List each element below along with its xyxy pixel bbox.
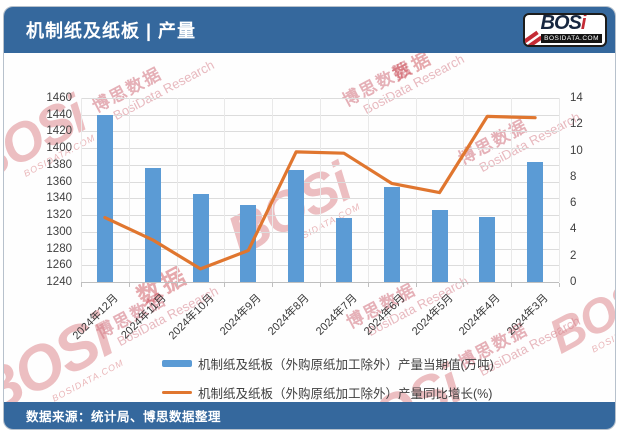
bar-2024年9月 [240, 205, 257, 282]
growth-line-series [103, 114, 537, 271]
y-axis-label-right: 0 [570, 276, 577, 288]
gridline-vertical [224, 98, 226, 282]
x-axis-tick [559, 283, 560, 287]
bar-2024年11月 [144, 168, 161, 282]
gridline-vertical [511, 98, 513, 282]
logo-wordmark: BOSi [540, 13, 587, 34]
bar-series-swatch [162, 360, 192, 367]
x-axis-tick [128, 283, 130, 287]
chart-body: BOSiBOSIDATA.COMBOSiBOSIDATA.COMBOSiBOSI… [4, 53, 615, 402]
bar-2024年8月 [288, 169, 305, 282]
legend-item-production: 机制纸及纸板（外购原纸加工除外）产量当期值(万吨) [162, 354, 494, 373]
y-axis-label-right: 12 [570, 118, 583, 131]
x-axis-label: 2024年7月 [313, 292, 360, 338]
y-axis-label-right: 2 [570, 249, 577, 262]
y-axis-label-right: 8 [570, 170, 577, 183]
legend-label-growth: 机制纸及纸板（外购原纸加工除外）产量同比增长(%) [198, 387, 493, 401]
x-axis-tick [272, 283, 274, 287]
y-axis-label-left: 1280 [46, 242, 72, 255]
gridline-vertical [128, 98, 130, 282]
logo-domain-text: BOSIDATA.COM [541, 34, 602, 43]
bar-2024年4月 [479, 216, 496, 282]
y-axis-label-left: 1460 [46, 92, 72, 104]
growth-line [103, 114, 537, 271]
y-axis-label-left: 1420 [46, 125, 72, 138]
data-source: 数据来源：统计局、博思数据整理 [26, 410, 222, 424]
x-axis-label: 2024年3月 [505, 292, 551, 338]
y-axis-label-left: 1260 [46, 259, 72, 272]
x-axis-label: 2024年10月 [166, 292, 217, 343]
legend-item-growth: 机制纸及纸板（外购原纸加工除外）产量同比增长(%) [162, 383, 494, 402]
line-series-swatch [162, 391, 192, 394]
y-axis-label-right: 6 [570, 197, 577, 210]
report-header: 机制纸及纸板 | 产量 BOSi BOSIDATA.COM [4, 7, 615, 53]
report-card: 机制纸及纸板 | 产量 BOSi BOSIDATA.COM BOSi BOSIDA… [3, 6, 616, 430]
gridline-vertical [463, 98, 465, 282]
x-axis-tick [511, 283, 513, 287]
x-axis-tick [224, 283, 226, 287]
x-axis-label: 2024年6月 [361, 292, 408, 338]
chart-legend: 机制纸及纸板（外购原纸加工除外）产量当期值(万吨) 机制纸及纸板（外购原纸加工除… [162, 354, 494, 402]
x-axis-tick [320, 283, 321, 287]
y-axis-label-right: 14 [570, 92, 583, 104]
x-axis-label: 2024年8月 [266, 292, 312, 338]
x-axis-tick [367, 283, 369, 287]
gridline-vertical [415, 98, 417, 282]
y-axis-label-left: 1240 [46, 276, 72, 288]
y-axis-label-left: 1400 [46, 142, 72, 155]
gridline-horizontal [81, 282, 559, 283]
x-axis-tick [463, 283, 465, 287]
y-axis-label-left: 1300 [46, 225, 72, 238]
page-title: 机制纸及纸板 | 产量 [26, 21, 197, 41]
gridline-vertical [559, 98, 560, 282]
legend-label-production: 机制纸及纸板（外购原纸加工除外）产量当期值(万吨) [198, 358, 494, 372]
x-axis-label: 2024年12月 [70, 292, 121, 343]
bar-2024年3月 [527, 161, 544, 282]
x-axis-tick [81, 283, 82, 287]
x-axis-tick [176, 283, 178, 287]
y-axis-label-left: 1360 [46, 175, 72, 188]
gridline-vertical [320, 98, 321, 282]
y-axis-label-left: 1340 [46, 192, 72, 205]
y-axis-label-left: 1320 [46, 209, 72, 222]
gridline-vertical [367, 98, 369, 282]
x-axis-label: 2024年11月 [118, 292, 169, 342]
x-axis-label: 2024年4月 [457, 292, 503, 338]
gridline-vertical [176, 98, 178, 282]
combo-chart: 1240 1260 1280 1300 1320 1340 1360 1380 1400 1420… [4, 53, 615, 402]
y-axis-label-left: 1440 [46, 108, 72, 121]
report-footer: 数据来源：统计局、博思数据整理 [4, 402, 615, 429]
gridline-vertical [81, 98, 82, 282]
y-axis-label-left: 1380 [46, 158, 72, 171]
y-axis-label-right: 4 [570, 223, 577, 236]
bar-2024年5月 [431, 210, 448, 282]
bosi-logo: BOSi BOSIDATA.COM [523, 13, 607, 47]
bar-2024年7月 [335, 218, 352, 282]
x-axis-label: 2024年9月 [218, 292, 264, 338]
bar-2024年6月 [383, 187, 400, 282]
y-axis-label-right: 10 [570, 144, 583, 157]
bar-2024年10月 [192, 194, 209, 282]
x-axis-label: 2024年5月 [409, 292, 456, 338]
x-axis-tick [415, 283, 417, 287]
gridline-vertical [272, 98, 274, 282]
bar-2024年12月 [96, 114, 113, 282]
